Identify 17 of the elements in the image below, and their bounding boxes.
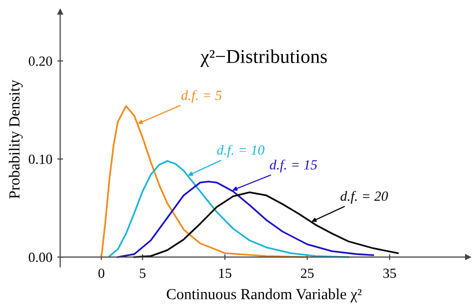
annotation: d.f. = 20: [340, 190, 388, 204]
x-axis-title: Continuous Random Variable χ²: [166, 288, 362, 302]
y-tick-label: 0.10: [28, 154, 52, 164]
annotation: d.f. = 10: [217, 144, 264, 158]
x-tick-label: 15: [219, 268, 232, 278]
y-tick-label: 0.00: [28, 252, 52, 262]
y-axis-title: Probability Density: [8, 80, 23, 199]
text: χ²−Distributions: [200, 49, 327, 68]
annotation: d.f. = 5: [181, 90, 222, 103]
x-tick-label: 25: [300, 268, 314, 278]
x-tick-label: 35: [383, 268, 396, 278]
line-series: [133, 192, 399, 258]
line-series: [117, 180, 374, 258]
x-tick-label: 5: [140, 268, 146, 278]
annotation: d.f. = 15: [270, 160, 317, 172]
y-tick-label: 0.20: [28, 56, 52, 66]
x-tick-label: 0: [98, 268, 104, 278]
